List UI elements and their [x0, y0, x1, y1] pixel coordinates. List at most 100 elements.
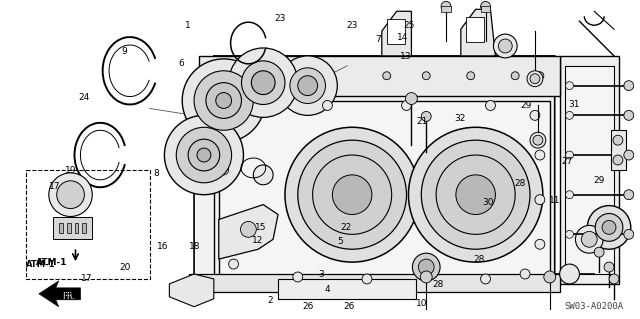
Circle shape — [544, 271, 556, 283]
Circle shape — [511, 72, 519, 80]
Circle shape — [241, 61, 285, 105]
Circle shape — [588, 205, 631, 249]
Circle shape — [188, 139, 220, 171]
Circle shape — [278, 56, 337, 115]
Circle shape — [219, 165, 228, 175]
Bar — [278, 279, 417, 299]
Bar — [466, 17, 484, 42]
Text: 23: 23 — [274, 14, 285, 23]
Text: 3: 3 — [318, 271, 324, 279]
Circle shape — [252, 71, 275, 94]
Circle shape — [499, 39, 512, 53]
Text: 27: 27 — [562, 157, 573, 166]
Text: 10: 10 — [416, 299, 428, 308]
Polygon shape — [461, 9, 495, 56]
Circle shape — [527, 71, 543, 87]
Circle shape — [581, 231, 597, 247]
Circle shape — [481, 274, 490, 284]
Text: 2: 2 — [268, 296, 273, 305]
Bar — [611, 130, 626, 170]
Circle shape — [383, 72, 390, 80]
Text: 26: 26 — [302, 302, 314, 311]
Text: 12: 12 — [252, 236, 263, 245]
Bar — [441, 6, 451, 12]
Polygon shape — [199, 56, 559, 96]
Text: 29: 29 — [593, 175, 605, 185]
Text: 14: 14 — [397, 33, 408, 42]
Circle shape — [530, 132, 546, 148]
Circle shape — [259, 72, 267, 80]
Circle shape — [220, 72, 228, 80]
Text: 1: 1 — [185, 21, 191, 30]
Text: ATM-1: ATM-1 — [36, 258, 67, 267]
Text: SW03-A0200A: SW03-A0200A — [564, 302, 624, 311]
Circle shape — [362, 274, 372, 284]
Circle shape — [613, 135, 623, 145]
Polygon shape — [219, 100, 550, 279]
Bar — [83, 223, 86, 234]
Circle shape — [530, 74, 540, 84]
Circle shape — [624, 229, 634, 239]
Text: 22: 22 — [340, 223, 351, 232]
Circle shape — [421, 140, 530, 249]
Text: 25: 25 — [404, 21, 415, 30]
Circle shape — [566, 111, 573, 119]
Circle shape — [228, 259, 239, 269]
Circle shape — [312, 155, 392, 234]
Circle shape — [609, 274, 619, 284]
Text: 23: 23 — [347, 21, 358, 30]
Circle shape — [536, 72, 544, 80]
Polygon shape — [194, 56, 555, 284]
Circle shape — [602, 220, 616, 234]
Text: 28: 28 — [432, 280, 444, 289]
Circle shape — [182, 59, 265, 142]
Text: ATM-1: ATM-1 — [26, 260, 56, 269]
Text: 24: 24 — [78, 93, 89, 102]
Circle shape — [566, 191, 573, 199]
Circle shape — [535, 195, 545, 204]
Circle shape — [595, 213, 623, 241]
Circle shape — [219, 219, 228, 229]
Circle shape — [228, 48, 298, 117]
Bar — [26, 170, 150, 279]
Circle shape — [530, 110, 540, 120]
Circle shape — [49, 173, 92, 217]
Circle shape — [467, 72, 475, 80]
Circle shape — [298, 76, 317, 96]
Circle shape — [164, 115, 243, 195]
Circle shape — [575, 226, 603, 253]
Text: 17: 17 — [81, 274, 93, 283]
Circle shape — [401, 100, 412, 110]
Text: 5: 5 — [337, 237, 342, 246]
Text: 9: 9 — [122, 48, 127, 56]
Text: 15: 15 — [255, 223, 266, 232]
Circle shape — [419, 259, 434, 275]
Bar — [481, 6, 490, 12]
Circle shape — [624, 81, 634, 91]
Circle shape — [57, 181, 84, 209]
Bar — [559, 56, 619, 284]
Text: 21: 21 — [416, 117, 428, 126]
Circle shape — [408, 127, 543, 262]
Circle shape — [422, 72, 430, 80]
Text: 26: 26 — [344, 302, 355, 311]
Text: 13: 13 — [401, 52, 412, 61]
Text: 32: 32 — [454, 114, 465, 123]
Circle shape — [206, 83, 241, 118]
Text: 6: 6 — [179, 59, 184, 68]
Circle shape — [421, 111, 431, 121]
Circle shape — [216, 93, 232, 108]
Circle shape — [486, 100, 495, 110]
Circle shape — [566, 230, 573, 238]
Text: 29: 29 — [520, 101, 532, 110]
Text: 18: 18 — [189, 242, 200, 251]
Circle shape — [520, 269, 530, 279]
Circle shape — [441, 1, 451, 11]
Polygon shape — [39, 281, 81, 307]
Bar — [67, 223, 70, 234]
Circle shape — [176, 127, 232, 183]
Circle shape — [420, 271, 432, 283]
Text: 28: 28 — [473, 255, 484, 263]
Circle shape — [566, 82, 573, 90]
Circle shape — [241, 221, 256, 237]
